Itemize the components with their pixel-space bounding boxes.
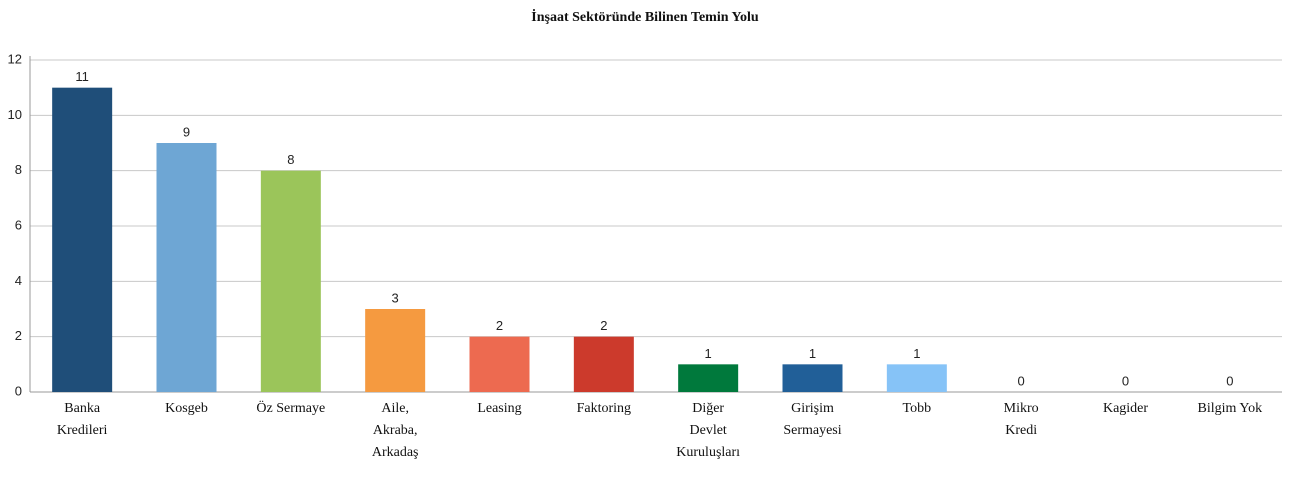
y-tick-label: 12: [8, 51, 22, 66]
bar: [156, 143, 217, 392]
bar: [573, 336, 634, 392]
value-label: 2: [600, 318, 607, 333]
value-label: 2: [496, 318, 503, 333]
value-label: 0: [1226, 373, 1233, 388]
value-label: 8: [287, 152, 294, 167]
value-label: 0: [1122, 373, 1129, 388]
y-tick-label: 6: [15, 217, 22, 232]
x-tick-label: Leasing: [477, 401, 521, 416]
x-tick-label: Öz Sermaye: [256, 399, 325, 416]
value-label: 1: [809, 346, 816, 361]
bar: [52, 87, 113, 393]
value-label: 1: [705, 346, 712, 361]
x-tick-label: Kosgeb: [165, 401, 208, 416]
bar: [782, 364, 843, 392]
bar: [469, 336, 530, 392]
bar: [886, 364, 947, 392]
value-label: 1: [913, 346, 920, 361]
chart-title: İnşaat Sektöründe Bilinen Temin Yolu: [531, 8, 759, 25]
x-tick-label: Bilgim Yok: [1198, 401, 1263, 416]
x-tick-label: Tobb: [903, 401, 932, 416]
value-label: 3: [392, 290, 399, 305]
x-tick-label: Faktoring: [577, 401, 631, 416]
value-label: 9: [183, 124, 190, 139]
y-tick-label: 0: [15, 383, 22, 398]
value-label: 11: [75, 69, 89, 84]
value-label: 0: [1018, 373, 1025, 388]
x-tick-label: Kagider: [1103, 401, 1148, 416]
y-tick-label: 4: [15, 273, 22, 288]
x-tick-label: Banka Kredileri: [57, 401, 108, 438]
x-tick-label: Mikro Kredi: [1004, 401, 1039, 438]
x-tick-label: Girişim Sermayesi: [783, 401, 841, 438]
bar: [365, 309, 426, 392]
bar: [260, 170, 321, 392]
bar: [678, 364, 739, 392]
y-tick-label: 2: [15, 328, 22, 343]
x-tick-label: Diğer Devlet Kuruluşları: [676, 401, 740, 460]
x-tick-label: Aile, Akraba, Arkadaş: [372, 401, 419, 460]
y-tick-label: 10: [8, 107, 22, 122]
y-tick-label: 8: [15, 162, 22, 177]
